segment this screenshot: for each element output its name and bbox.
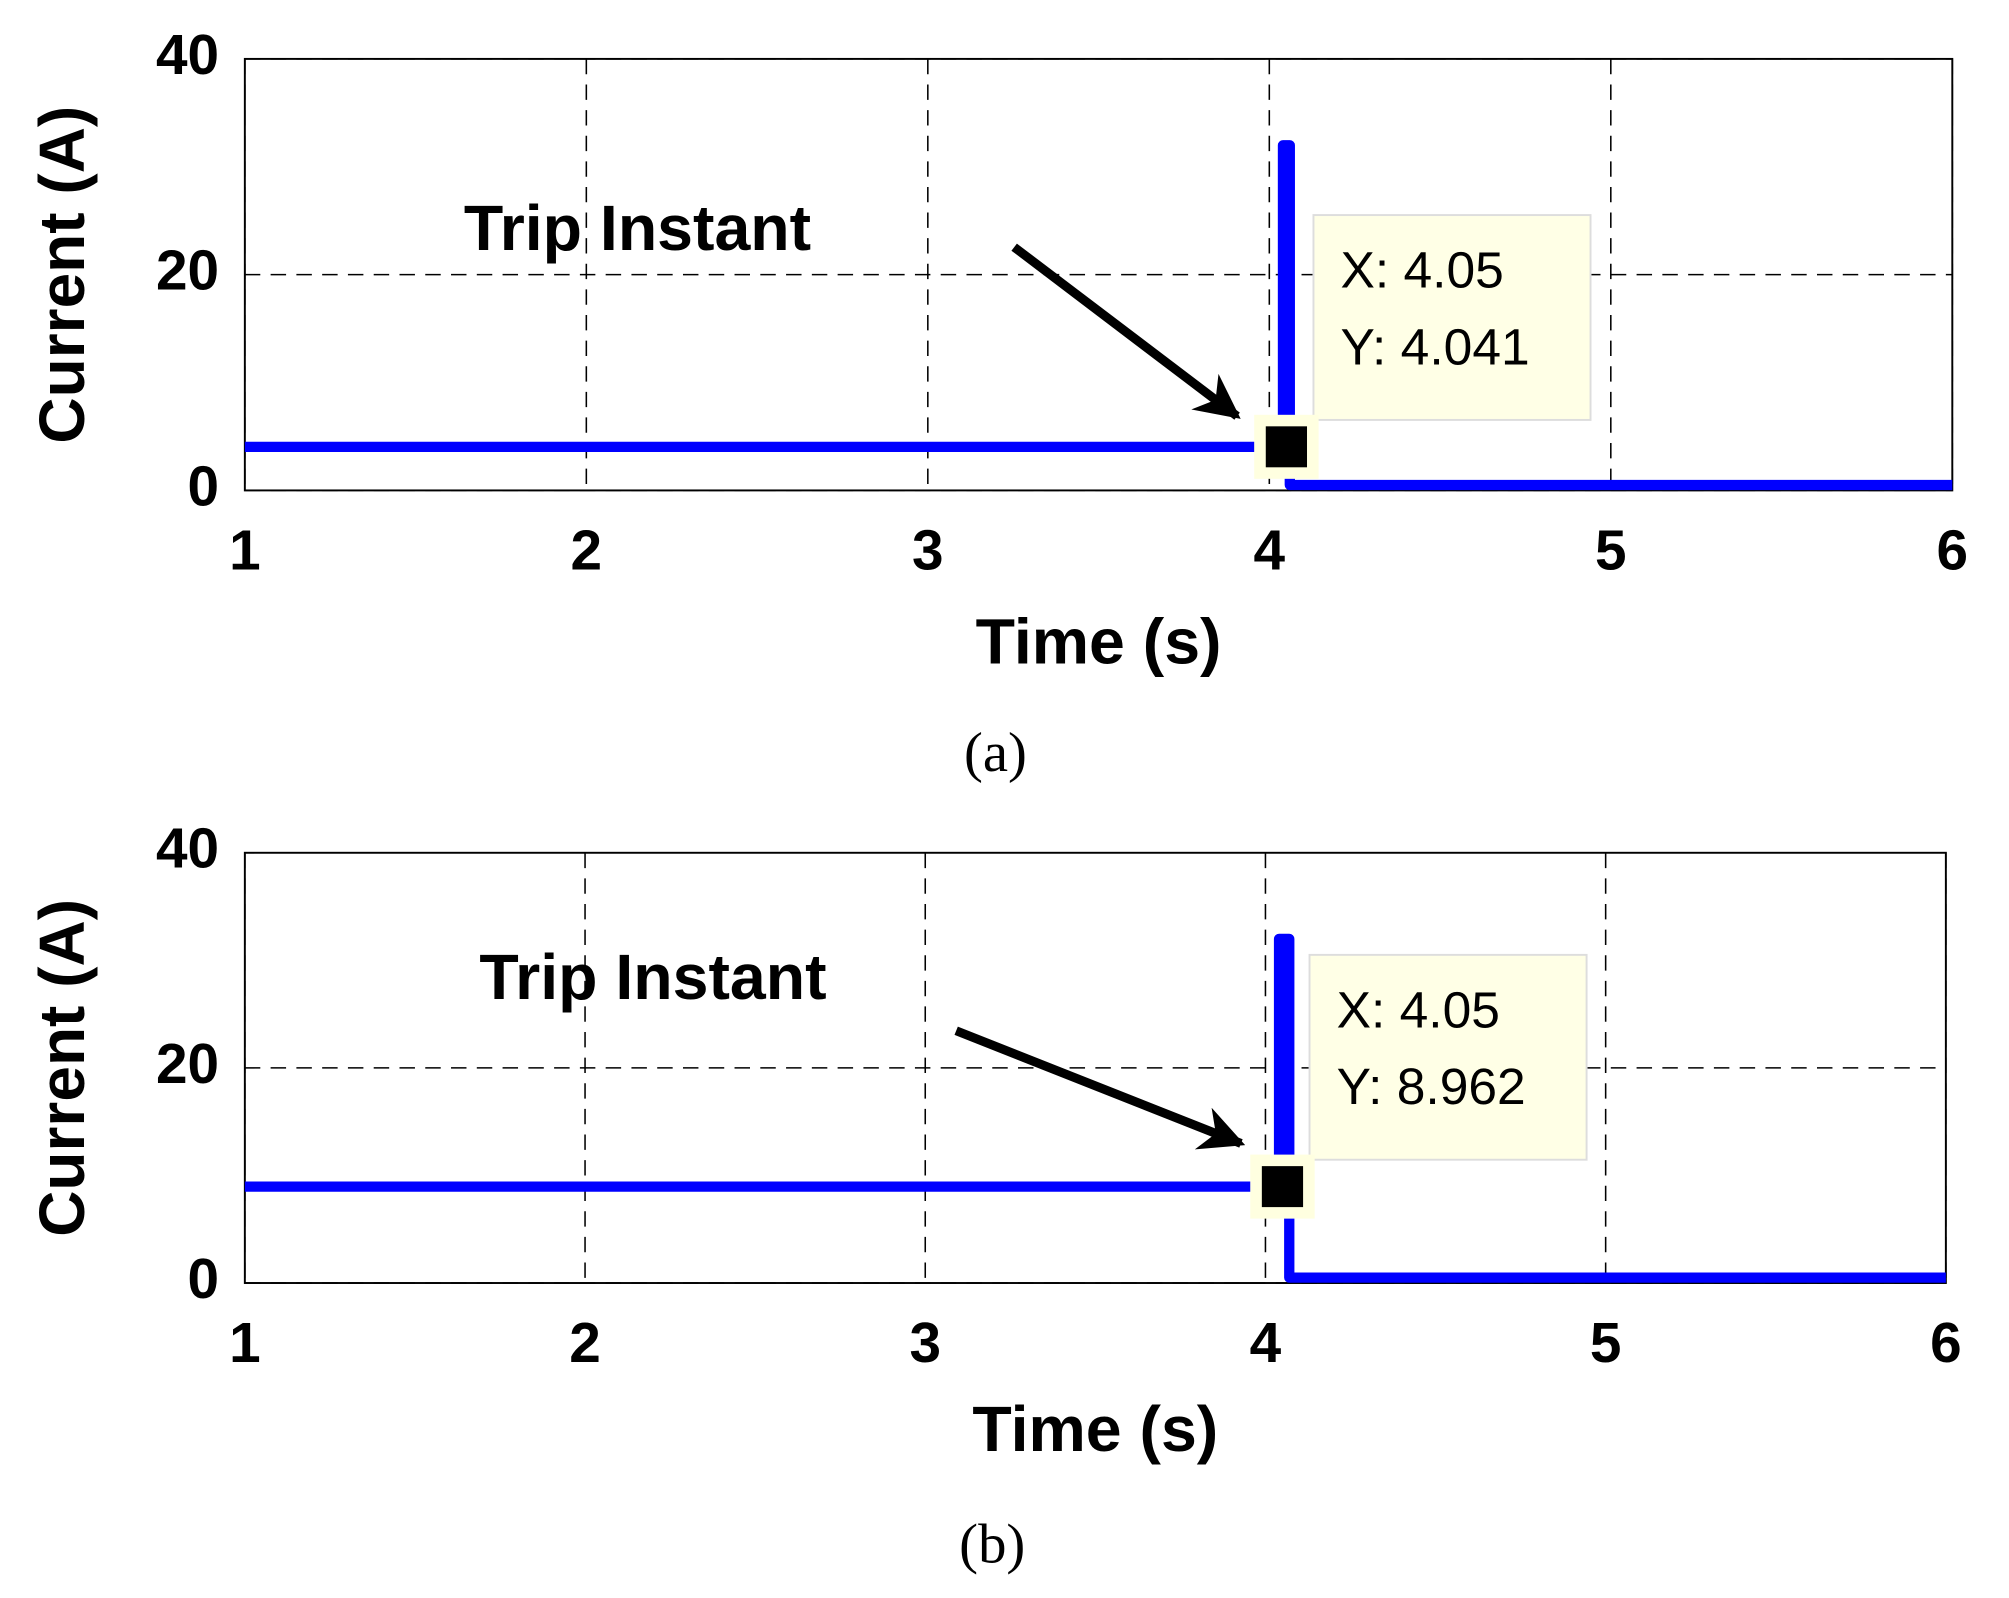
y-tick-label: 20 [156, 239, 219, 302]
annotation-arrow [954, 1026, 1246, 1150]
x-axis-label: Time (s) [976, 606, 1222, 678]
annotation: Trip Instant [479, 941, 826, 1013]
data-line [244, 933, 1946, 1283]
y-axis-label: Current (A) [26, 106, 98, 444]
x-tick-label: 5 [1590, 1311, 1622, 1374]
x-tick-label: 4 [1250, 1311, 1282, 1374]
data-line [244, 140, 1953, 491]
x-tick-label: 1 [229, 518, 261, 581]
annotation: Trip Instant [464, 192, 811, 264]
x-tick-label: 6 [1937, 518, 1969, 581]
x-tick-label: 1 [229, 1311, 261, 1374]
datatip-label: Y: 8.962 [1337, 1057, 1526, 1115]
x-tick-label: 2 [571, 518, 603, 581]
datatip-box [1312, 214, 1592, 421]
y-tick-label: 40 [156, 817, 219, 880]
x-tick-label: 3 [912, 518, 944, 581]
y-tick-label: 40 [156, 23, 219, 86]
datatip-label: X: 4.05 [1341, 241, 1504, 299]
datatip-box [1308, 953, 1588, 1161]
y-tick-label: 0 [188, 454, 220, 517]
datatip-label: X: 4.05 [1337, 980, 1500, 1038]
x-tick-label: 5 [1595, 518, 1627, 581]
y-tick-label: 20 [156, 1032, 219, 1095]
caption: (a) [964, 722, 1027, 784]
y-axis-label: Current (A) [26, 899, 98, 1237]
x-tick-label: 6 [1930, 1311, 1962, 1374]
x-tick-label: 3 [909, 1311, 941, 1374]
y-tick-label: 0 [188, 1247, 220, 1310]
datatip-marker [1265, 426, 1308, 468]
datatip-label: Y: 4.041 [1341, 317, 1530, 375]
x-tick-label: 2 [569, 1311, 601, 1374]
caption: (b) [959, 1513, 1025, 1575]
annotation-arrow [1011, 243, 1241, 420]
datatip-marker [1261, 1166, 1304, 1208]
x-axis-label: Time (s) [972, 1393, 1218, 1465]
x-tick-label: 4 [1254, 518, 1286, 581]
